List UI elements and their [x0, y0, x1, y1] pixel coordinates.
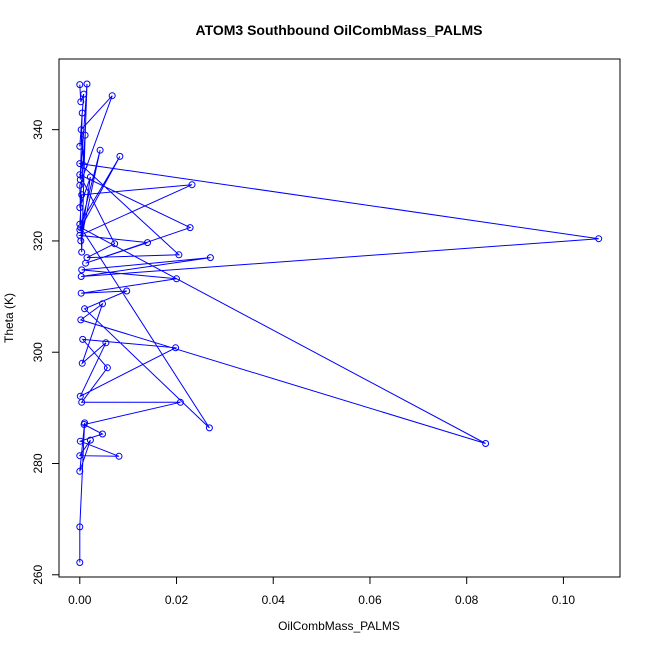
data-point: [123, 287, 131, 295]
data-point: [595, 235, 603, 243]
data-point: [77, 316, 85, 324]
data-point: [76, 523, 84, 531]
x-tick-label: 0.00: [68, 593, 92, 607]
y-tick-label: 300: [31, 342, 45, 362]
data-point: [76, 171, 84, 179]
x-axis: 0.00 0.02 0.04 0.06 0.08 0.10: [68, 576, 576, 607]
data-point: [186, 224, 194, 232]
data-point: [115, 452, 123, 460]
data-point: [175, 251, 183, 259]
y-tick-label: 260: [31, 564, 45, 584]
data-point: [76, 559, 84, 566]
data-point: [176, 398, 184, 406]
data-point: [76, 81, 84, 89]
data-point: [81, 131, 89, 139]
data-point: [76, 160, 84, 168]
chart-title: ATOM3 Southbound OilCombMass_PALMS: [196, 22, 483, 38]
data-point: [99, 430, 106, 438]
data-point: [103, 364, 111, 372]
data-point: [102, 339, 110, 347]
data-point: [482, 440, 490, 447]
data-point: [78, 398, 86, 406]
data-point: [78, 248, 86, 256]
y-axis-label: Theta (K): [2, 293, 16, 343]
y-axis: 260 280 300 320 340: [31, 119, 60, 585]
x-tick-label: 0.08: [455, 593, 479, 607]
plot-area: [76, 80, 603, 566]
data-point: [78, 109, 86, 117]
x-tick-label: 0.06: [358, 593, 382, 607]
data-point: [188, 181, 196, 189]
series-line: [77, 83, 599, 563]
data-point: [81, 419, 89, 427]
data-point: [111, 240, 119, 248]
data-point: [83, 80, 91, 88]
data-point: [77, 98, 85, 106]
x-axis-label: OilCombMass_PALMS: [278, 619, 400, 633]
y-tick-label: 320: [31, 231, 45, 251]
data-point: [76, 437, 84, 445]
data-point: [76, 220, 84, 228]
data-point: [80, 162, 88, 170]
data-point: [77, 289, 85, 297]
data-point: [86, 173, 94, 181]
data-point: [76, 204, 84, 212]
data-point: [81, 305, 89, 313]
data-point: [86, 436, 94, 444]
data-point: [99, 300, 106, 308]
y-tick-label: 280: [31, 453, 45, 473]
data-point: [76, 142, 84, 150]
data-point: [78, 359, 86, 367]
y-tick-label: 340: [31, 119, 45, 139]
data-point: [116, 152, 124, 160]
data-point: [83, 254, 91, 262]
data-point: [108, 92, 116, 100]
data-point: [76, 452, 84, 460]
data-point: [76, 231, 84, 239]
data-point: [77, 273, 85, 280]
data-point: [78, 266, 86, 274]
data-point: [173, 275, 180, 283]
x-tick-label: 0.10: [552, 593, 576, 607]
data-point: [80, 90, 88, 98]
data-point: [76, 181, 84, 189]
data-point: [79, 335, 87, 343]
data-point: [205, 424, 213, 432]
data-point: [172, 344, 180, 352]
data-point: [144, 239, 151, 247]
data-point: [77, 126, 85, 134]
x-tick-label: 0.02: [165, 593, 189, 607]
data-point: [206, 254, 214, 262]
data-point: [78, 191, 86, 199]
data-point: [76, 467, 84, 475]
data-point: [77, 224, 85, 232]
x-tick-label: 0.04: [262, 593, 286, 607]
data-point: [96, 146, 104, 154]
